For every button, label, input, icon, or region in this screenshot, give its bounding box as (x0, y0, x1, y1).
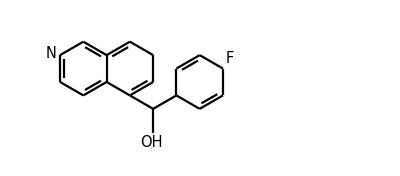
Text: F: F (226, 51, 234, 66)
Text: N: N (46, 46, 56, 61)
Text: OH: OH (140, 135, 163, 150)
